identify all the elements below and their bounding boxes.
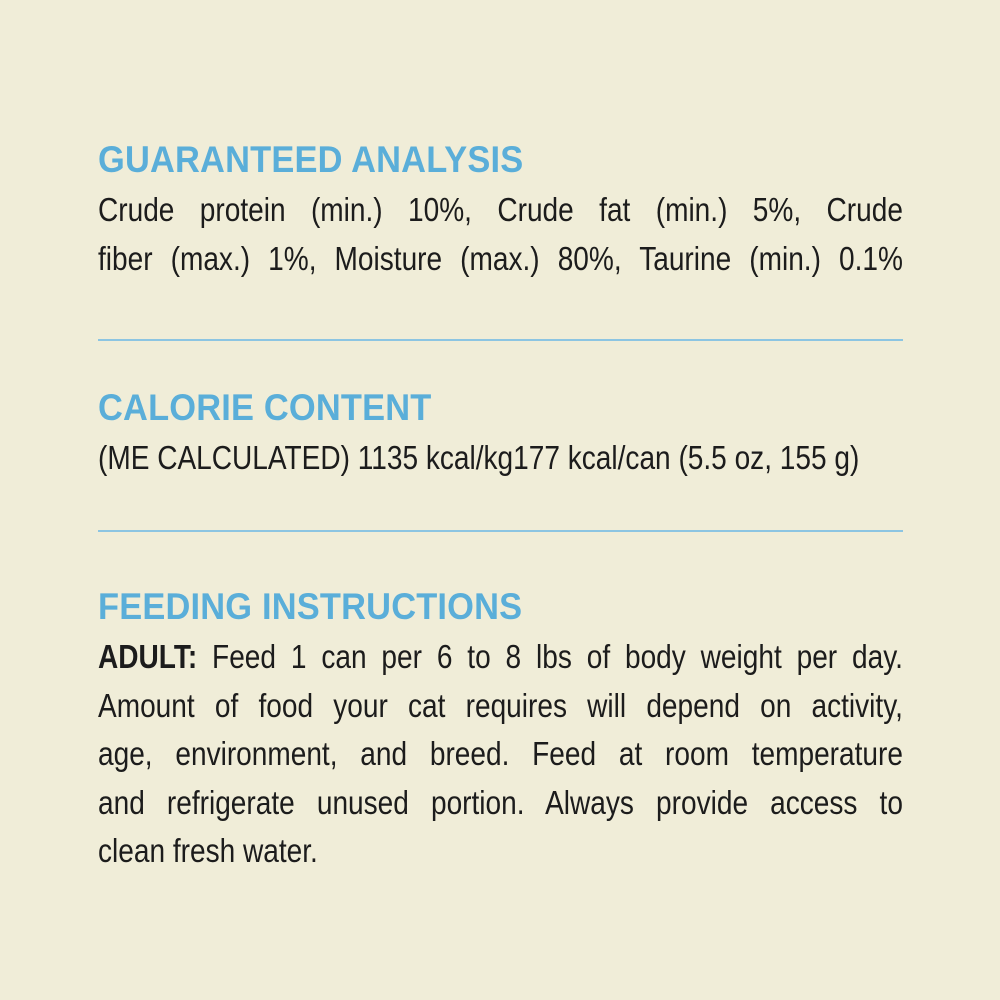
- guaranteed-analysis-section: GUARANTEED ANALYSIS Crude protein (min.)…: [98, 138, 903, 283]
- analysis-line: Crude protein (min.) 10%, Crude fat (min…: [98, 191, 903, 228]
- feeding-line: Amount of food your cat requires will de…: [98, 686, 903, 724]
- feeding-instructions-section: FEEDING INSTRUCTIONS ADULT: Feed 1 can p…: [98, 585, 903, 876]
- feeding-line: and refrigerate unused portion. Always p…: [98, 783, 903, 821]
- divider: [98, 339, 903, 341]
- feeding-instructions-text: ADULT: Feed 1 can per 6 to 8 lbs of body…: [98, 633, 903, 876]
- feeding-line: age, environment, and breed. Feed at roo…: [98, 735, 903, 772]
- feeding-instructions-heading: FEEDING INSTRUCTIONS: [98, 586, 523, 627]
- adult-label: ADULT:: [98, 638, 198, 675]
- calorie-content-body: (ME CALCULATED) 1135 kcal/kg177 kcal/can…: [98, 434, 903, 483]
- calorie-content-heading: CALORIE CONTENT: [98, 387, 432, 428]
- analysis-line: fiber (max.) 1%, Moisture (max.) 80%, Ta…: [98, 239, 903, 277]
- divider: [98, 530, 903, 532]
- feeding-line: clean fresh water.: [98, 832, 318, 869]
- feeding-line: ADULT: Feed 1 can per 6 to 8 lbs of body…: [98, 633, 903, 682]
- calorie-content-text: (ME CALCULATED) 1135 kcal/kg177 kcal/can…: [98, 439, 860, 476]
- guaranteed-analysis-heading: GUARANTEED ANALYSIS: [98, 139, 524, 180]
- guaranteed-analysis-text: Crude protein (min.) 10%, Crude fat (min…: [98, 186, 903, 283]
- feeding-first-line: Feed 1 can per 6 to 8 lbs of body weight…: [197, 638, 903, 675]
- calorie-content-section: CALORIE CONTENT (ME CALCULATED) 1135 kca…: [98, 386, 903, 483]
